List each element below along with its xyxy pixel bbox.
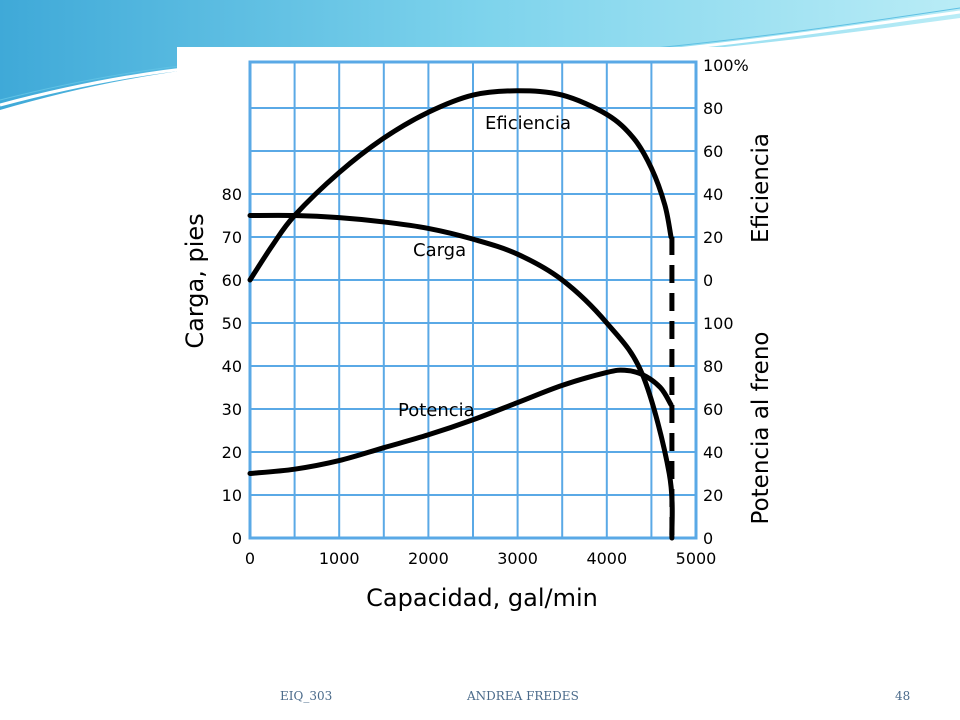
right-bottom-tick-label: 20 [703,486,723,505]
left-tick-label: 10 [222,486,242,505]
left-tick-label: 0 [232,529,242,548]
right-bottom-tick-label: 60 [703,400,723,419]
right-top-tick-label: 80 [703,99,723,118]
eficiencia-curve-label: Eficiencia [485,113,571,134]
tick-labels: 0 1000 2000 3000 4000 50000102030405060708002… [222,56,749,568]
right-top-tick-label: 20 [703,228,723,247]
footer-page-number: 48 [895,689,911,703]
x-axis-title: Capacidad, gal/min [366,584,598,612]
right-bottom-tick-label: 0 [703,529,713,548]
right-bottom-tick-label: 100 [703,314,734,333]
right-top-tick-label: 40 [703,185,723,204]
chart-curves: Carga Eficiencia Potencia [247,88,675,541]
right-axis-title-top: Eficiencia [748,133,774,243]
left-tick-label: 60 [222,271,242,290]
x-tick-label: 0 [245,549,255,568]
left-tick-label: 80 [222,185,242,204]
left-tick-label: 50 [222,314,242,333]
x-tick-label: 4000 [586,549,627,568]
left-tick-label: 30 [222,400,242,419]
left-tick-label: 40 [222,357,242,376]
axis-titles: Capacidad, gal/min Carga, pies Eficienci… [181,133,774,612]
x-tick-label: 5000 [676,549,717,568]
left-axis-title: Carga, pies [181,213,209,348]
right-top-tick-label: 100% [703,56,749,75]
x-tick-label: 1000 [319,549,360,568]
eficiencia-curve [247,88,674,283]
x-tick-label: 2000 [408,549,449,568]
potencia-curve [247,367,674,476]
right-top-tick-label: 0 [703,271,713,290]
left-tick-label: 70 [222,228,242,247]
right-bottom-tick-label: 40 [703,443,723,462]
right-top-tick-label: 60 [703,142,723,161]
footer-author: ANDREA FREDES [467,689,579,703]
carga-curve [247,212,675,541]
right-bottom-tick-label: 80 [703,357,723,376]
potencia-curve-label: Potencia [398,400,475,421]
x-tick-label: 3000 [497,549,538,568]
chart-grid [248,60,698,540]
left-tick-label: 20 [222,443,242,462]
carga-curve-label: Carga [413,240,466,261]
right-axis-title-bottom: Potencia al freno [748,332,774,525]
footer-course: EIQ_303 [280,689,333,703]
